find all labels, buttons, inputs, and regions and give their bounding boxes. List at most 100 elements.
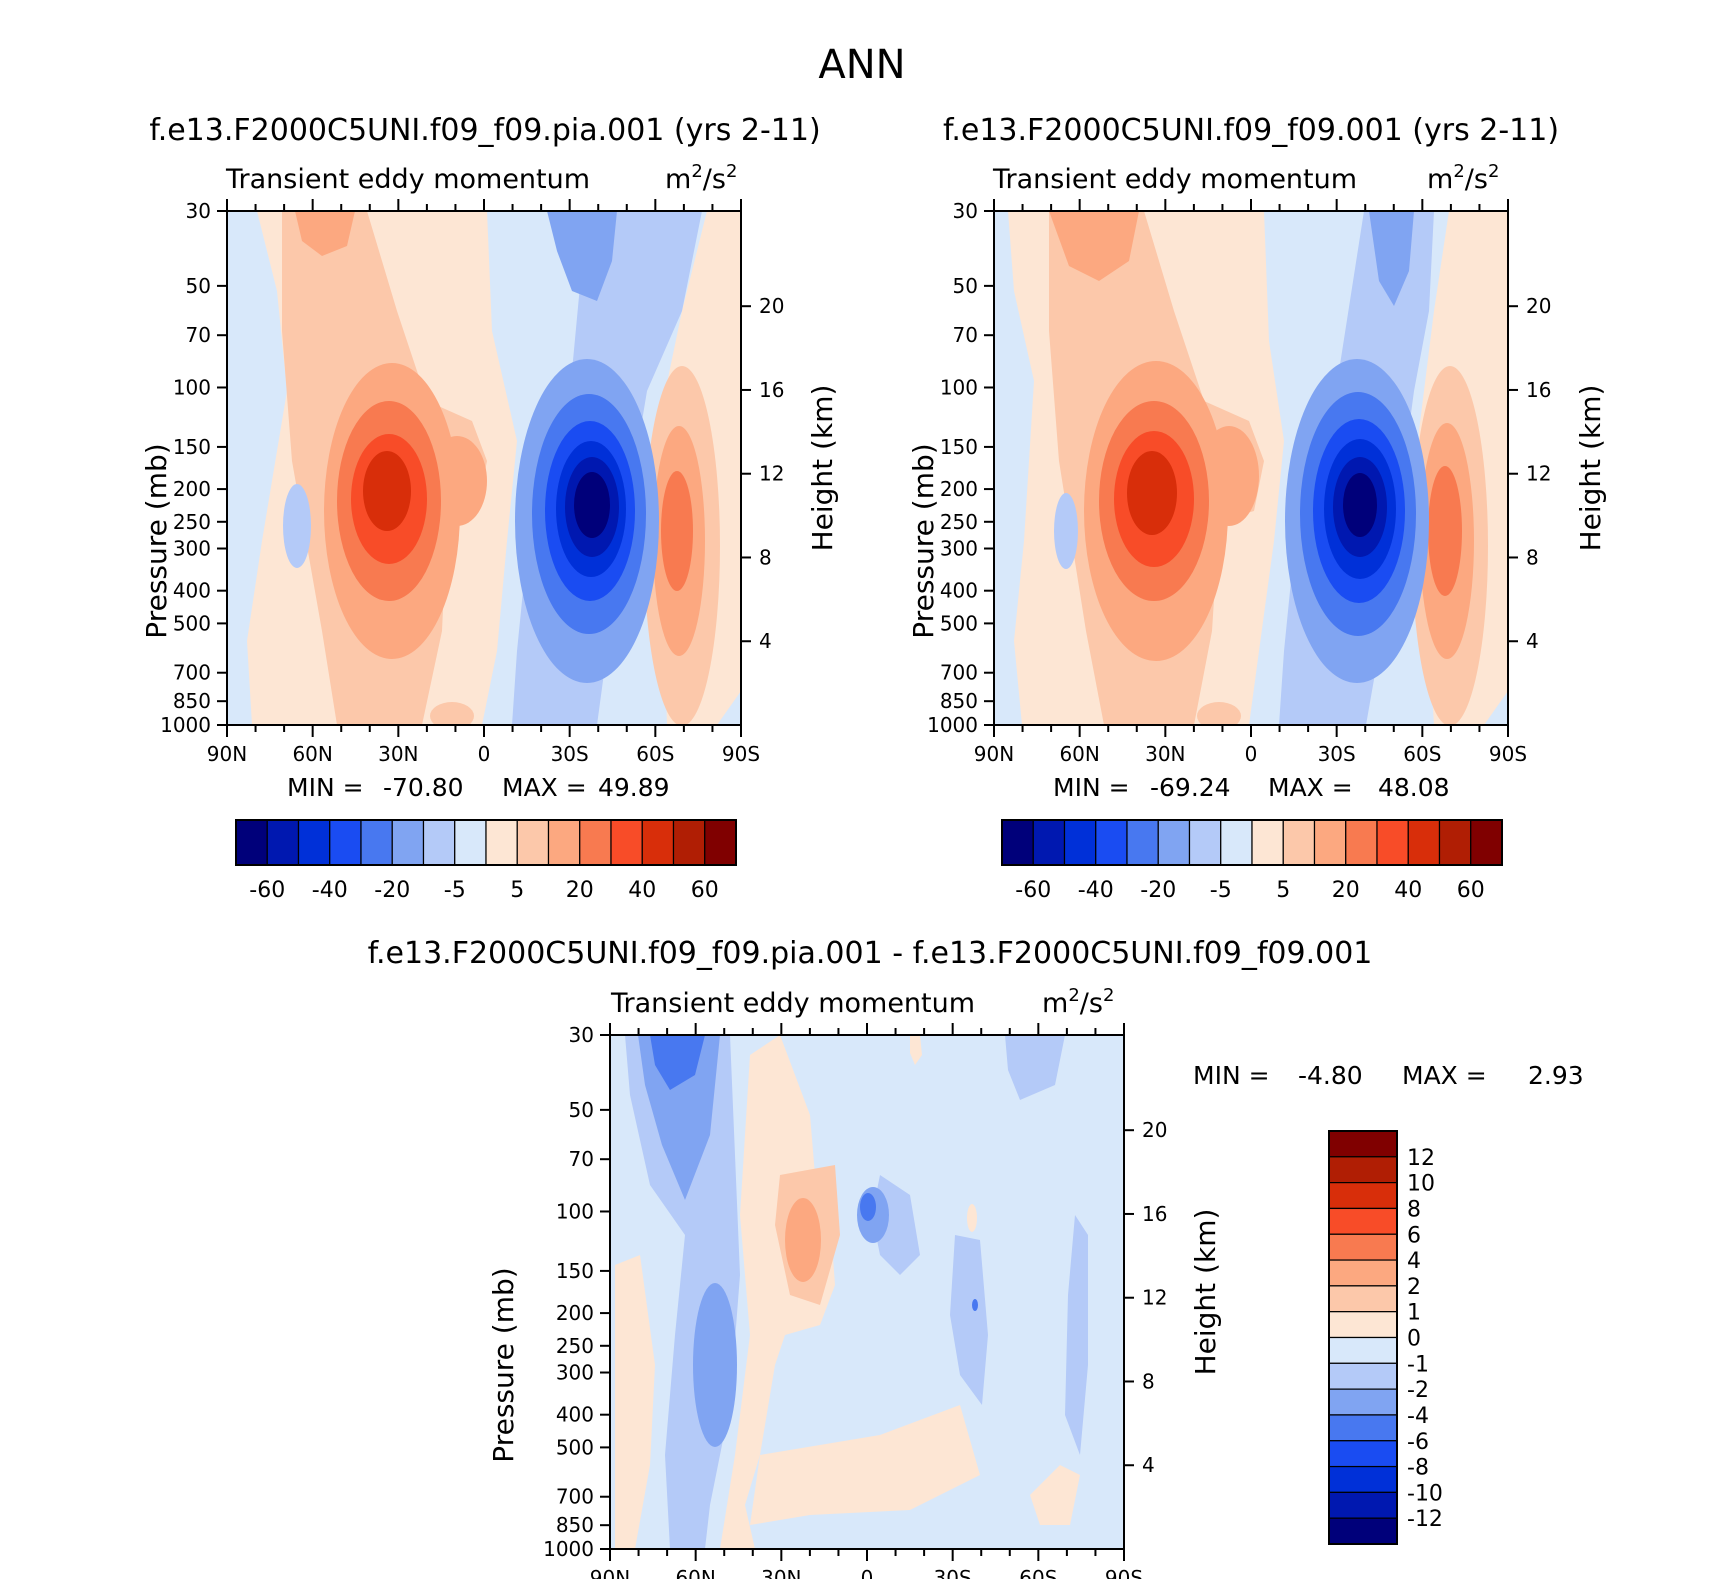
lat-tick-label: 90N	[974, 742, 1014, 766]
pos-1-sh-surface	[1030, 1465, 1080, 1525]
colorbar-swatch	[704, 819, 737, 866]
pressure-tick-label: 200	[556, 1301, 594, 1325]
colorbar-swatch	[547, 819, 581, 866]
panel-2-plot	[994, 211, 1508, 725]
negative-region-60	[1343, 473, 1377, 537]
panel-3-max-value: 2.93	[1528, 1061, 1584, 1090]
height-tick-label: 12	[1142, 1286, 1167, 1310]
panel-3-ylabel-right: Height (km)	[1189, 1209, 1222, 1376]
colorbar-swatch	[1126, 819, 1159, 866]
pressure-tick-label: 250	[173, 510, 211, 534]
panel-1-max-value: 49.89	[598, 773, 670, 802]
panel-2-units: m2/s2	[1427, 161, 1499, 195]
height-tick-label: 8	[1526, 545, 1539, 569]
panel-2-subtitle: Transient eddy momentum	[992, 164, 1357, 195]
colorbar-swatch	[1328, 1285, 1398, 1313]
colorbar-label: 40	[1394, 878, 1422, 903]
lat-tick-label: 90S	[722, 742, 760, 766]
colorbar-label: 0	[1407, 1327, 1421, 1352]
colorbar-label: 10	[1407, 1172, 1435, 1197]
colorbar-label: -6	[1407, 1430, 1429, 1455]
pressure-tick-label: 100	[940, 375, 978, 399]
lat-tick-label: 30S	[1318, 742, 1356, 766]
panel-1-units: m2/s2	[665, 161, 737, 195]
lat-tick-label: 60N	[1059, 742, 1099, 766]
colorbar-swatch	[672, 819, 706, 866]
colorbar-swatch	[485, 819, 518, 866]
figure-title: ANN	[818, 42, 905, 88]
pos-1-arctic	[615, 1255, 655, 1549]
colorbar-label: 20	[566, 878, 594, 903]
colorbar-swatch	[1001, 819, 1034, 866]
positive-region-20-bulge	[1199, 426, 1259, 526]
height-tick-label: 20	[759, 294, 784, 318]
colorbar-swatch	[1313, 819, 1347, 866]
colorbar-swatch	[1328, 1259, 1398, 1287]
panel-1-subtitle: Transient eddy momentum	[225, 164, 590, 195]
pressure-tick-label: 30	[569, 1023, 594, 1047]
panel-2-min-value: -69.24	[1150, 773, 1231, 802]
positive-region-20-top	[295, 211, 355, 256]
panel-2-ylabel: Pressure (mb)	[907, 443, 940, 638]
colorbar-label: 12	[1407, 1146, 1435, 1171]
pressure-tick-label: 1000	[160, 713, 211, 737]
colorbar-label: -20	[374, 878, 410, 903]
colorbar-swatch	[610, 819, 643, 866]
negative-region-nh	[1054, 493, 1078, 569]
colorbar-swatch	[1328, 1233, 1398, 1261]
panel-1-title: f.e13.F2000C5UNI.f09_f09.pia.001 (yrs 2-…	[149, 113, 820, 148]
colorbar-swatch	[1328, 1156, 1398, 1184]
colorbar-swatch	[1328, 1336, 1398, 1364]
height-tick-label: 4	[1526, 629, 1539, 653]
colorbar-swatch	[516, 819, 550, 866]
colorbar-label: -12	[1407, 1507, 1443, 1532]
pressure-tick-label: 400	[173, 579, 211, 603]
neg-2-mid	[693, 1283, 737, 1447]
colorbar-swatch	[1328, 1491, 1398, 1519]
pressure-tick-label: 100	[556, 1199, 594, 1223]
lat-tick-label: 30N	[761, 1566, 801, 1579]
panel-3-units: m2/s2	[1042, 985, 1114, 1019]
colorbar-swatch	[1407, 819, 1441, 866]
colorbar-swatch	[1095, 819, 1128, 866]
colorbar-swatch	[1063, 819, 1097, 866]
lat-tick-label: 30S	[934, 1566, 972, 1579]
colorbar-swatch	[1282, 819, 1316, 866]
pressure-tick-label: 150	[173, 435, 211, 459]
colorbar-swatch	[235, 819, 268, 866]
colorbar-swatch	[1328, 1362, 1398, 1390]
negative-region-top	[1369, 211, 1414, 306]
height-tick-label: 20	[1526, 294, 1551, 318]
panel-1-colorbar: -60 -40 -20 -5 5 20 40 60	[235, 819, 737, 903]
panel-3-subtitle: Transient eddy momentum	[610, 988, 975, 1019]
colorbar-frame	[1001, 819, 1503, 866]
lat-tick-label: 90N	[590, 1566, 630, 1579]
panel-3-min-value: -4.80	[1298, 1061, 1363, 1090]
colorbar-label: 5	[1276, 878, 1290, 903]
panel-3-plot	[610, 1035, 1124, 1549]
colorbar-label: 60	[691, 878, 719, 903]
colorbar-swatch	[1328, 1440, 1398, 1468]
pressure-tick-label: 150	[940, 435, 978, 459]
pressure-tick-label: 100	[173, 375, 211, 399]
colorbar-swatch	[1470, 819, 1503, 866]
colorbar-label: 2	[1407, 1275, 1421, 1300]
panel-1-plot	[227, 211, 741, 725]
colorbar-label: -5	[444, 878, 466, 903]
colorbar-swatch	[1328, 1182, 1398, 1210]
panel-2: f.e13.F2000C5UNI.f09_f09.001 (yrs 2-11) …	[907, 113, 1607, 903]
pressure-tick-label: 70	[186, 323, 211, 347]
pressure-tick-label: 30	[953, 199, 978, 223]
colorbar-swatch	[454, 819, 487, 866]
panel-2-ylabel-right: Height (km)	[1574, 385, 1607, 552]
colorbar-label: 60	[1457, 878, 1485, 903]
lat-tick-label: 60S	[636, 742, 674, 766]
sh-lobe-30	[661, 471, 693, 591]
pressure-tick-label: 250	[940, 510, 978, 534]
pressure-tick-label: 70	[569, 1147, 594, 1171]
lat-tick-label: 90N	[207, 742, 247, 766]
panel-1-min-label: MIN =	[287, 773, 364, 802]
colorbar-swatch	[1328, 1465, 1398, 1493]
height-tick-label: 12	[759, 462, 784, 486]
